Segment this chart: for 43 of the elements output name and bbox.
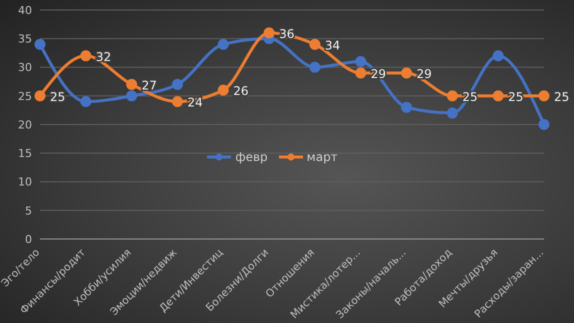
- point: [446, 90, 458, 102]
- point: [355, 56, 366, 68]
- y-tick-label: 5: [25, 204, 32, 218]
- point: [446, 108, 458, 119]
- data-label: 25: [554, 90, 570, 104]
- point: [538, 119, 550, 130]
- point: [172, 78, 183, 90]
- data-label: 29: [370, 66, 386, 81]
- y-tick-label: 15: [18, 147, 32, 160]
- data-label: 27: [142, 78, 157, 92]
- point: [355, 67, 366, 78]
- point: [34, 90, 46, 102]
- point: [34, 38, 46, 50]
- point: [126, 78, 138, 90]
- point: [401, 102, 412, 113]
- data-label: 26: [233, 84, 249, 98]
- data-label: 32: [96, 50, 112, 64]
- point: [309, 62, 320, 73]
- point: [401, 67, 412, 78]
- point: [80, 96, 92, 108]
- y-tick-label: 10: [18, 176, 32, 189]
- point: [538, 90, 550, 102]
- point: [126, 90, 138, 102]
- point: [264, 27, 275, 38]
- data-label: 34: [324, 38, 340, 52]
- point: [492, 50, 504, 62]
- data-label: 29: [416, 66, 432, 81]
- y-tick-label: 30: [18, 61, 32, 74]
- point: [172, 96, 183, 108]
- legend-label: март: [306, 150, 338, 164]
- y-tick-label: 20: [18, 118, 32, 132]
- point: [218, 84, 229, 96]
- legend-label: февр: [234, 150, 268, 164]
- y-tick-label: 0: [25, 232, 32, 246]
- data-label: 36: [279, 26, 294, 41]
- y-tick-label: 40: [18, 4, 32, 17]
- point: [80, 50, 92, 62]
- y-tick-label: 25: [18, 90, 32, 103]
- point: [492, 90, 504, 102]
- data-label: 25: [50, 90, 66, 104]
- y-tick-label: 35: [18, 32, 32, 46]
- point: [309, 38, 320, 50]
- point: [218, 38, 229, 50]
